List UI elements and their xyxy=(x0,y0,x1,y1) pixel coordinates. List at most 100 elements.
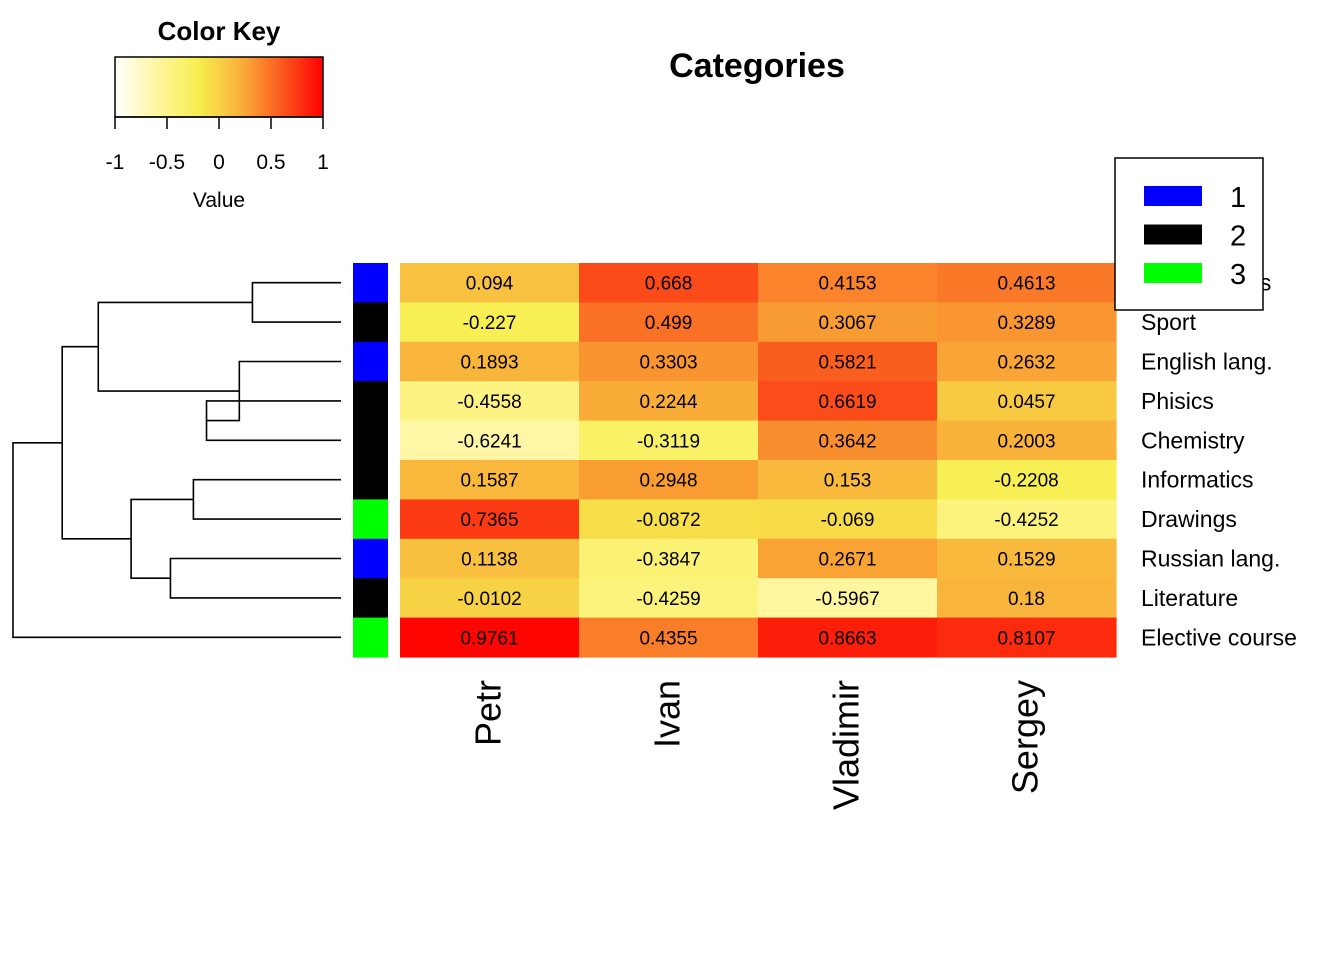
heatmap-cell xyxy=(937,538,1117,579)
cell-value-label: 0.094 xyxy=(466,274,514,295)
heatmap-cell xyxy=(579,302,759,343)
cell-value-label: -0.3847 xyxy=(636,550,700,571)
cell-value-label: -0.6241 xyxy=(457,431,521,452)
cell-value-label: 0.668 xyxy=(645,274,693,295)
color-key-axis-label: Value xyxy=(193,189,245,212)
heatmap-cell xyxy=(758,341,938,382)
cell-value-label: 0.499 xyxy=(645,313,693,334)
heatmap-cell xyxy=(758,460,938,500)
row-group-color xyxy=(353,341,388,382)
heatmap-cell xyxy=(400,341,580,382)
cell-value-label: -0.227 xyxy=(463,313,517,334)
row-label: Drawings xyxy=(1141,506,1237,532)
heatmap-cell xyxy=(937,381,1117,422)
row-group-color xyxy=(353,420,388,461)
heatmap-cell xyxy=(758,617,938,658)
cell-value-label: 0.2003 xyxy=(997,431,1055,452)
dendrogram-branch xyxy=(251,281,341,323)
heatmap-cell xyxy=(400,460,580,500)
column-label: Vladimir xyxy=(826,680,867,810)
heatmap-cell xyxy=(758,420,938,461)
row-label: Elective course xyxy=(1141,624,1297,650)
cell-value-label: 0.2948 xyxy=(639,471,697,492)
heatmap-cell xyxy=(758,499,938,540)
heatmap-cell xyxy=(400,420,580,461)
cell-value-label: 0.8107 xyxy=(997,628,1055,649)
cell-value-label: -0.2208 xyxy=(994,471,1058,492)
row-label: Sport xyxy=(1141,309,1197,335)
cell-value-label: 0.3642 xyxy=(818,431,876,452)
row-label: English lang. xyxy=(1141,349,1273,375)
heatmap-cell xyxy=(400,538,580,579)
legend-label: 2 xyxy=(1230,221,1246,253)
column-label: Sergey xyxy=(1005,680,1046,794)
cell-value-label: 0.2632 xyxy=(997,353,1055,374)
cell-value-label: 0.9761 xyxy=(460,628,518,649)
heatmap-cell xyxy=(579,381,759,422)
cell-value-label: 0.1893 xyxy=(460,353,518,374)
cell-value-label: -0.0872 xyxy=(636,510,700,531)
dendrogram-branch xyxy=(12,441,341,639)
row-group-color xyxy=(353,302,388,343)
row-group-color xyxy=(353,381,388,422)
cell-value-label: 0.3289 xyxy=(997,313,1055,334)
heatmap-cell xyxy=(400,263,580,303)
heatmap-cell xyxy=(579,578,759,619)
color-key-tick-label: 0 xyxy=(213,151,225,174)
row-group-color xyxy=(353,263,388,303)
heatmap-cell xyxy=(758,263,938,303)
column-label: Petr xyxy=(468,680,509,746)
heatmap-cell xyxy=(579,341,759,382)
row-group-color xyxy=(353,538,388,579)
cell-value-label: 0.18 xyxy=(1008,589,1045,610)
dendrogram-branch xyxy=(61,345,132,540)
legend-label: 1 xyxy=(1230,182,1246,214)
legend-label: 3 xyxy=(1230,259,1246,291)
cell-value-label: 0.1529 xyxy=(997,550,1055,571)
cell-value-label: 0.1138 xyxy=(461,550,518,571)
cell-value-label: 0.3067 xyxy=(818,313,876,334)
cell-value-label: -0.4259 xyxy=(636,589,700,610)
cell-value-label: 0.5821 xyxy=(818,353,876,374)
cell-value-label: -0.4252 xyxy=(994,510,1058,531)
color-key-bar xyxy=(114,56,324,118)
heatmap-cell xyxy=(937,420,1117,461)
cell-value-label: 0.0457 xyxy=(997,392,1055,413)
row-group-color xyxy=(353,499,388,540)
heatmap-cell xyxy=(579,420,759,461)
chart-title: Categories xyxy=(669,47,845,85)
heatmap-cell xyxy=(758,381,938,422)
heatmap-cell xyxy=(579,538,759,579)
cell-value-label: 0.2244 xyxy=(639,392,698,413)
cell-value-label: 0.153 xyxy=(824,471,872,492)
dendrogram-branch xyxy=(130,498,194,580)
cell-value-label: -0.4558 xyxy=(457,392,521,413)
cell-value-label: 0.6619 xyxy=(818,392,876,413)
heatmap-cell xyxy=(937,499,1117,540)
cell-value-label: -0.5967 xyxy=(815,589,879,610)
color-key-tick-label: 1 xyxy=(317,151,329,174)
legend-swatch xyxy=(1144,263,1202,283)
heatmap-cell xyxy=(758,538,938,579)
cell-value-label: 0.4153 xyxy=(818,274,876,295)
cell-value-label: 0.3303 xyxy=(639,353,697,374)
heatmap-cell xyxy=(579,263,759,303)
heatmap-cell xyxy=(579,499,759,540)
column-label: Ivan xyxy=(647,680,688,748)
heatmap-cell xyxy=(937,263,1117,303)
legend-swatch xyxy=(1144,224,1202,245)
heatmap-cell xyxy=(579,617,759,658)
heatmap-cell xyxy=(579,460,759,500)
cell-value-label: 0.4355 xyxy=(639,628,697,649)
cell-value-label: 0.4613 xyxy=(997,274,1055,295)
row-group-color xyxy=(353,578,388,619)
cell-value-label: 0.7365 xyxy=(460,510,518,531)
color-key-tick-label: -1 xyxy=(106,151,125,174)
dendrogram-branch xyxy=(97,301,253,392)
cell-value-label: 0.8663 xyxy=(818,628,876,649)
heatmap-cell xyxy=(400,302,580,343)
cell-value-label: 0.2671 xyxy=(818,550,876,571)
heatmap-cell xyxy=(937,341,1117,382)
